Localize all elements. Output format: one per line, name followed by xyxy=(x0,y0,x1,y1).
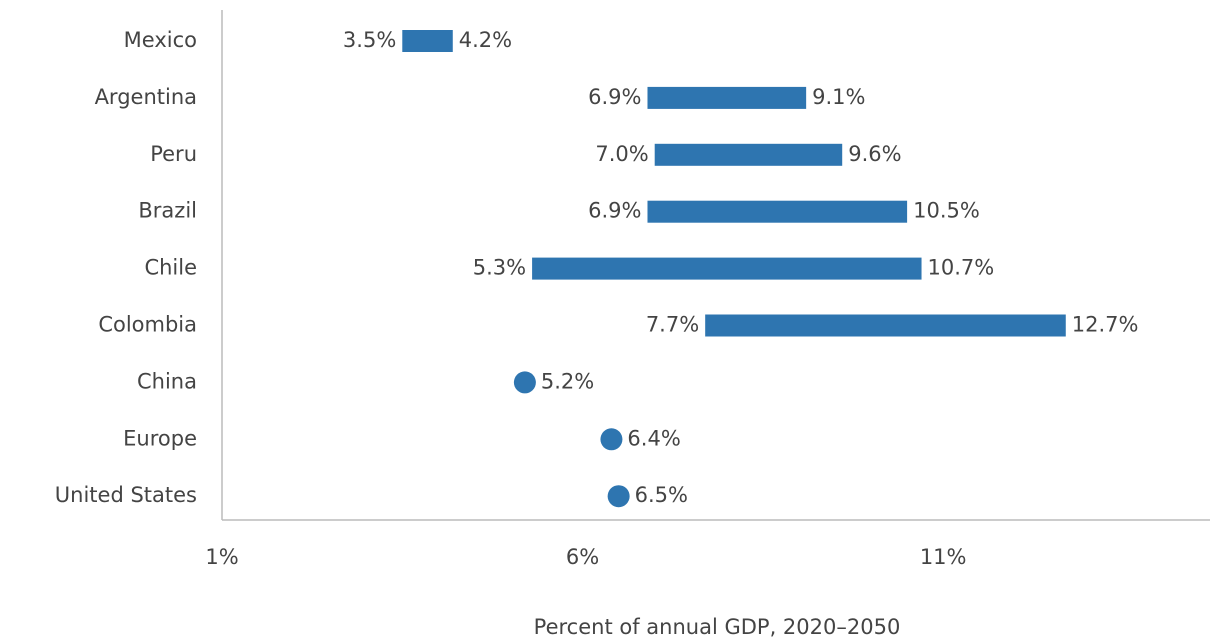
x-tick-label: 1% xyxy=(205,545,238,569)
y-tick-label: Europe xyxy=(123,426,197,450)
point-label: 6.4% xyxy=(627,426,680,450)
point xyxy=(600,428,623,451)
y-tick-label: Brazil xyxy=(138,199,197,223)
x-axis-title: Percent of annual GDP, 2020–2050 xyxy=(534,615,901,639)
point-label: 6.5% xyxy=(635,483,688,507)
high-label: 9.6% xyxy=(848,142,901,166)
y-tick-label: Argentina xyxy=(95,85,197,109)
low-label: 3.5% xyxy=(343,28,396,52)
high-label: 4.2% xyxy=(459,28,512,52)
x-tick-label: 6% xyxy=(566,545,599,569)
y-tick-label: China xyxy=(137,369,197,393)
y-tick-label: United States xyxy=(55,483,197,507)
range-bar xyxy=(402,30,453,52)
high-label: 10.5% xyxy=(913,199,980,223)
y-tick-label: Mexico xyxy=(124,28,197,52)
point xyxy=(607,485,630,508)
high-label: 9.1% xyxy=(812,85,865,109)
point-label: 5.2% xyxy=(541,369,594,393)
high-label: 12.7% xyxy=(1072,313,1139,337)
y-tick-label: Chile xyxy=(144,256,197,280)
y-tick-label: Colombia xyxy=(98,313,197,337)
range-bar xyxy=(654,143,843,166)
point xyxy=(513,371,536,394)
range-bar xyxy=(532,257,922,280)
high-label: 10.7% xyxy=(928,256,995,280)
low-label: 7.0% xyxy=(595,142,648,166)
low-label: 7.7% xyxy=(646,313,699,337)
range-bar xyxy=(647,200,908,223)
low-label: 6.9% xyxy=(588,199,641,223)
low-label: 6.9% xyxy=(588,85,641,109)
x-tick-label: 11% xyxy=(920,545,967,569)
y-tick-label: Peru xyxy=(150,142,197,166)
low-label: 5.3% xyxy=(473,256,526,280)
range-bar xyxy=(647,86,807,109)
range-bar xyxy=(705,314,1066,337)
